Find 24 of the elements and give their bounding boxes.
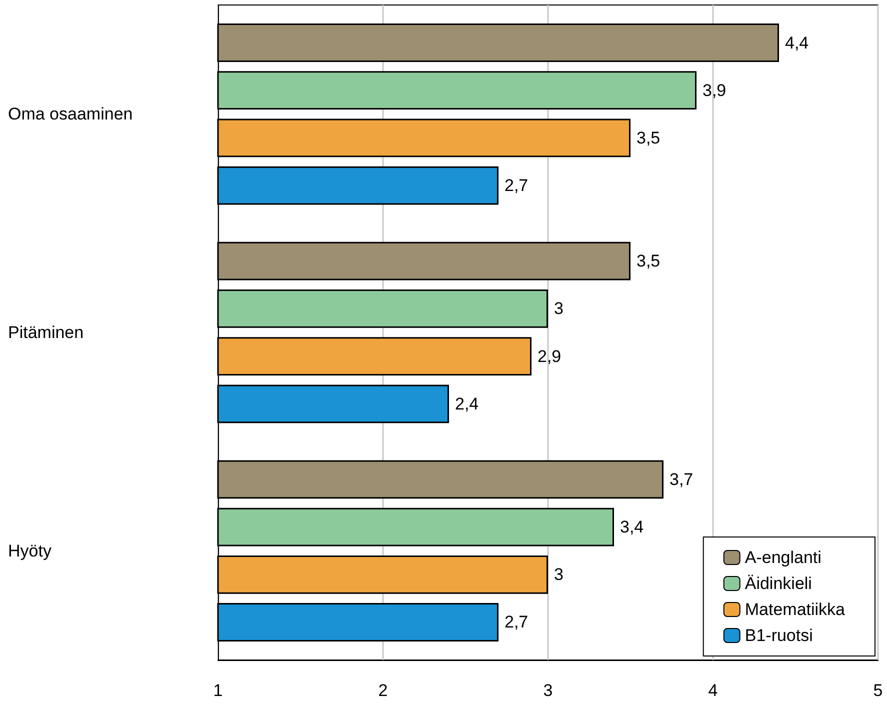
legend-label: Matematiikka <box>744 600 846 619</box>
x-tick-label: 4 <box>708 681 718 700</box>
data-label: 2,4 <box>455 394 479 414</box>
data-label: 2,9 <box>538 346 562 366</box>
data-label: 3,4 <box>620 518 644 537</box>
data-label: 3 <box>554 299 564 318</box>
x-tick-label: 2 <box>378 681 388 700</box>
data-label: 3,5 <box>636 252 660 271</box>
legend-label: B1-ruotsi <box>744 626 813 645</box>
x-tick-label: 1 <box>213 681 223 700</box>
data-label: 3 <box>554 565 564 584</box>
data-label: 3,5 <box>636 128 660 148</box>
data-label: 2,7 <box>504 176 528 196</box>
data-label: 3,7 <box>670 470 694 489</box>
data-label: 2,7 <box>504 612 528 632</box>
x-tick-label: 3 <box>543 681 553 700</box>
legend-label: Äidinkieli <box>744 574 812 593</box>
data-label: 3,9 <box>702 80 726 100</box>
x-tick-label: 5 <box>873 681 883 700</box>
y-tick-label: Hyöty <box>8 541 52 560</box>
data-label: 4,4 <box>785 33 809 52</box>
y-tick-label: Oma osaaminen <box>8 104 133 124</box>
y-tick-label: Pitäminen <box>8 323 84 342</box>
legend-label: A-englanti <box>744 548 822 567</box>
